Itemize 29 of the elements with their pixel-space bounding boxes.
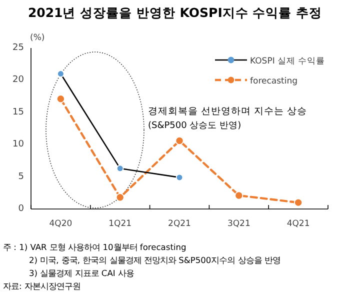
y-tick-label: 10 [12,140,24,150]
text: 자료: 자본시장연구원 [3,281,80,291]
y-tick-label: 20 [12,75,24,86]
y-tick-label: 15 [12,107,24,118]
x-tick-label: 4Q20 [49,219,72,229]
point [56,94,65,104]
legend-label: KOSPI 실제 수익률 [250,56,326,66]
x-tick-label: 1Q21 [108,219,132,229]
point [294,198,303,207]
point [176,174,184,182]
chart-title: 2021년 성장률을 반영한 KOSPI지수 수익률 추정 [28,5,322,20]
legend-label: forecasting [250,76,298,86]
y-tick-label: 5 [18,172,24,182]
x-tick-label: 3Q21 [227,219,250,229]
annotation: (S&P500 상승도 반영) [148,121,242,131]
point [234,191,244,200]
y-tick-label: 0 [18,204,24,214]
x-tick-label: 4Q21 [286,219,310,229]
annotation: 경제회복을 선반영하며 지수는 상승 [148,106,308,117]
point [116,164,124,172]
y-axis-title: (%) [30,33,45,43]
y-tick-label: 25 [12,43,24,53]
point [175,136,184,145]
text: 3) 실물경제 지표로 CAI 사용 [29,268,134,278]
text: 2) 미국, 중국, 한국의 실물경제 전망치와 S&P500지수의 상승을 반영 [29,255,280,265]
point [116,193,124,202]
text: 주 : 1) VAR 모형 사용하여 10월부터 forecasting [3,242,186,252]
x-tick-label: 2Q21 [168,219,191,229]
point [57,70,64,78]
